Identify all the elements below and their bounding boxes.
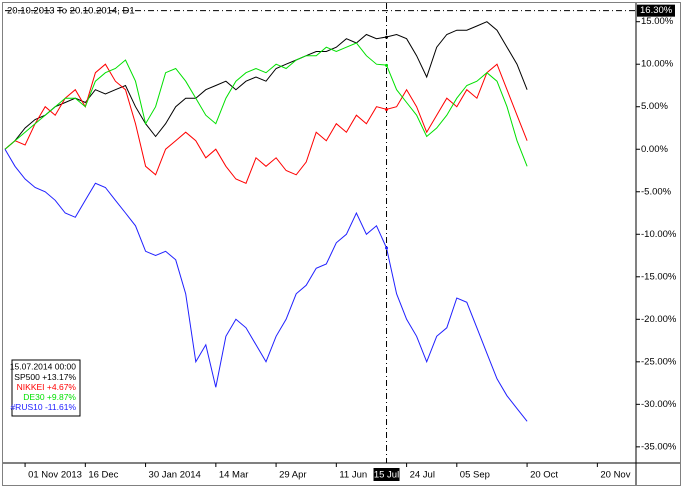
crosshair-price-box xyxy=(637,4,675,17)
series-line xyxy=(4,148,528,422)
series-line xyxy=(4,63,528,184)
y-tick-label: 10.00% xyxy=(641,59,674,70)
y-tick-label: -10.00% xyxy=(641,229,677,240)
crosshair-reading xyxy=(385,63,389,67)
crosshair-reading xyxy=(385,35,389,39)
y-tick-label: -35.00% xyxy=(641,441,677,452)
series-line xyxy=(4,21,528,150)
y-tick-label: 5.00% xyxy=(641,101,668,112)
crosshair-reading xyxy=(385,108,389,112)
legend-entry: NIKKEI +4.67% xyxy=(17,382,77,392)
x-tick-label: 29 Apr xyxy=(279,470,306,481)
x-tick-label: 20 Oct xyxy=(530,470,558,481)
crosshair-date-box xyxy=(373,468,400,481)
legend-reading: +9.87% xyxy=(47,392,77,402)
y-tick-label: -5.00% xyxy=(641,186,672,197)
crosshair-price-label: 16.30% xyxy=(640,5,673,16)
legend-name: DE30 xyxy=(23,392,45,402)
legend-entry: DE30 +9.87% xyxy=(23,392,76,402)
x-tick-label: 16 Dec xyxy=(88,470,118,481)
legend-entry: SP500 +13.17% xyxy=(14,372,76,382)
legend-entry: #RUS10 -11.61% xyxy=(10,402,76,412)
y-tick-label: -30.00% xyxy=(641,399,677,410)
legend-date: 15.07.2014 00:00 xyxy=(10,361,76,371)
crosshair-reading xyxy=(385,246,389,250)
x-tick-label: 11 Jun xyxy=(339,470,367,481)
x-tick-label: 14 Mar xyxy=(219,470,249,481)
x-tick-label: 24 Jul xyxy=(410,470,435,481)
legend-reading: +4.67% xyxy=(47,382,77,392)
y-tick-label: -20.00% xyxy=(641,314,677,325)
legend-name: #RUS10 xyxy=(10,402,42,412)
x-tick-label: 01 Nov 2013 xyxy=(28,470,82,481)
legend-reading: +13.17% xyxy=(42,372,76,382)
y-tick-label: 0.00% xyxy=(641,144,668,155)
x-tick-label: 05 Sep xyxy=(460,470,490,481)
legend-reading: -11.61% xyxy=(45,402,76,412)
series-line xyxy=(4,42,528,167)
crosshair-date-label: 15 Jul xyxy=(374,470,399,481)
y-tick-label: -15.00% xyxy=(641,271,677,282)
legend-name: NIKKEI xyxy=(17,382,45,392)
y-tick-label: 15.00% xyxy=(641,16,674,27)
legend-box xyxy=(11,359,81,417)
legend-name: SP500 xyxy=(14,372,40,382)
x-tick-label: 30 Jan 2014 xyxy=(149,470,201,481)
y-tick-label: -25.00% xyxy=(641,356,677,367)
x-tick-label: 20 Nov xyxy=(600,470,630,481)
